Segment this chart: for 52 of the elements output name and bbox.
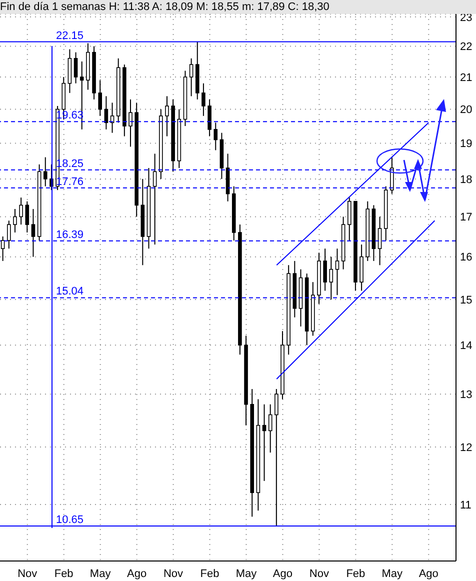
candlestick	[347, 197, 352, 241]
y-tick-label: 21	[460, 72, 472, 84]
candlestick	[268, 404, 272, 454]
candlestick	[329, 256, 334, 300]
candlestick	[128, 98, 132, 148]
y-tick-label: 13	[460, 389, 472, 402]
x-tick-label: Ago	[418, 568, 438, 580]
candlestick	[19, 197, 23, 226]
candlestick	[323, 248, 327, 292]
candlestick	[98, 80, 102, 116]
candlestick	[189, 58, 194, 97]
y-tick-label: 16	[460, 252, 472, 264]
x-tick-label: Nov	[309, 568, 330, 580]
chart-title: Fin de día 1 semanas H: 11:38 A: 18,09 M: 18,55 m: 17,89 C: 18,30	[0, 1, 330, 13]
candlestick	[43, 156, 48, 187]
x-tick-label: Feb	[200, 568, 220, 580]
x-tick-label: Ago	[127, 568, 147, 580]
y-tick-label: 11	[460, 499, 472, 512]
candlestick	[214, 122, 218, 151]
y-tick-label: 22	[460, 41, 472, 54]
candlestick	[31, 208, 36, 258]
candlestick	[274, 388, 278, 526]
candlestick	[13, 208, 17, 233]
x-tick-label: Nov	[18, 568, 38, 580]
ref-line-label: 22.15	[56, 30, 84, 42]
candlestick	[165, 96, 169, 137]
x-tick-label: Feb	[346, 568, 366, 580]
y-tick-label: 14	[460, 340, 472, 352]
candlestick	[202, 82, 206, 116]
candlestick	[74, 52, 78, 84]
y-tick-label: 20	[460, 104, 472, 116]
candlestick	[208, 98, 212, 137]
candlestick	[152, 153, 157, 246]
x-tick-label: May	[382, 568, 404, 580]
ref-line-label: 15.04	[56, 286, 84, 298]
x-tick-label: May	[236, 568, 258, 580]
y-tick-label: 19	[460, 138, 472, 150]
candlestick	[7, 220, 11, 250]
y-tick-label: 15	[460, 294, 472, 306]
x-tick-label: Feb	[54, 568, 74, 580]
candlestick	[335, 248, 340, 296]
x-tick-label: Ago	[272, 568, 293, 580]
candlestick	[262, 404, 266, 482]
x-tick-label: May	[90, 568, 112, 580]
y-tick-label: 17	[460, 212, 472, 224]
ref-line-label: 16.39	[56, 228, 84, 241]
ref-line-label: 10.65	[56, 514, 84, 526]
candlestick	[378, 216, 382, 266]
y-tick-label: 12	[460, 442, 472, 454]
candlestick	[25, 200, 30, 233]
y-tick-label: 18	[460, 174, 472, 186]
x-tick-label: Nov	[164, 568, 184, 580]
